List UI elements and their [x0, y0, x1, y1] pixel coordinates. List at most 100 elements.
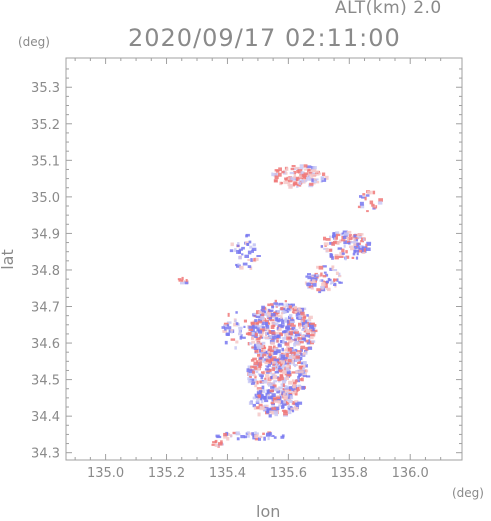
echo-cell [261, 346, 267, 350]
echo-cell [320, 176, 324, 181]
echo-cell [274, 351, 278, 355]
echo-cell [215, 434, 220, 438]
echo-cell [361, 196, 366, 199]
echo-cell [310, 277, 316, 282]
echo-cell [312, 169, 316, 172]
y-tick-label: 35.1 [31, 154, 60, 169]
echo-cell [266, 404, 269, 409]
echo-cell [340, 239, 346, 242]
echo-cell [280, 360, 286, 364]
echo-cell [256, 327, 260, 332]
echo-cell [234, 346, 237, 350]
echo-cell [272, 381, 276, 386]
echo-cell [267, 437, 270, 441]
echo-cell [248, 401, 253, 405]
echo-cell [262, 313, 268, 316]
echo-cell [307, 276, 312, 280]
echo-cell [294, 166, 300, 169]
echo-cell [288, 185, 293, 189]
echo-cell [310, 326, 315, 329]
echo-cell [251, 432, 255, 436]
echo-cell [298, 171, 303, 174]
echo-cell [272, 367, 276, 372]
echo-cell [292, 182, 295, 187]
echo-cell [271, 331, 276, 335]
echo-cell [214, 444, 218, 447]
echo-cell [262, 349, 266, 353]
echo-cell [263, 436, 266, 441]
echo-cell [372, 190, 376, 195]
echo-cell [284, 317, 288, 322]
echo-cell [378, 198, 383, 202]
echo-cell [261, 371, 265, 374]
echo-cell [323, 281, 328, 286]
echo-cell [297, 336, 301, 340]
echo-cell [274, 388, 279, 392]
echo-cell [290, 347, 294, 350]
echo-cell [323, 285, 328, 289]
echo-cell [296, 350, 302, 353]
echo-cell [337, 247, 343, 250]
echo-cell [353, 249, 357, 254]
echo-cell [365, 243, 368, 248]
echo-cell [344, 256, 347, 261]
echo-cell [284, 361, 289, 365]
echo-cell [279, 332, 283, 337]
echo-cell [336, 233, 341, 237]
echo-cell [294, 379, 298, 383]
echo-cell [271, 384, 277, 388]
echo-cell [377, 201, 383, 205]
echo-cell [316, 288, 322, 292]
echo-cell [291, 165, 296, 168]
echo-cell [275, 303, 280, 307]
echo-cell [333, 269, 338, 272]
echo-cell [286, 307, 291, 311]
echo-cell [320, 279, 324, 282]
echo-cell [301, 385, 306, 390]
echo-cell [345, 255, 350, 259]
echo-cell [312, 166, 317, 170]
echo-cell [359, 195, 363, 198]
echo-cell [306, 314, 309, 317]
echo-cell [272, 345, 276, 350]
echo-cell [262, 432, 265, 435]
echo-cell [276, 367, 279, 372]
echo-cell [259, 344, 264, 348]
echo-cell [258, 357, 263, 360]
echo-cell [307, 346, 313, 350]
echo-cell [270, 401, 275, 405]
echo-cell [305, 346, 309, 351]
echo-cell [303, 172, 309, 175]
echo-cell [289, 184, 293, 186]
echo-cell [335, 271, 339, 275]
echo-cell [235, 311, 238, 314]
y-tick-label: 35.3 [31, 81, 60, 96]
echo-cell [257, 394, 261, 398]
echo-cell [287, 410, 292, 415]
echo-cell [223, 432, 227, 437]
echo-cell [260, 399, 264, 404]
echo-cell [363, 248, 366, 252]
echo-cell [295, 388, 300, 391]
echo-cell [306, 176, 311, 181]
echo-cell [241, 253, 244, 256]
echo-cell [255, 406, 260, 410]
echo-cell [330, 280, 334, 285]
echo-cell [257, 318, 262, 322]
echo-cell [240, 435, 245, 439]
echo-cell [285, 376, 289, 380]
echo-cell [333, 278, 338, 281]
echo-cell [258, 353, 263, 356]
echo-cell [274, 299, 277, 303]
echo-cell [336, 278, 339, 282]
echo-cell [282, 331, 286, 334]
echo-cell [271, 393, 276, 397]
echo-cell [301, 176, 306, 180]
echo-cell [358, 233, 364, 236]
echo-cell [324, 244, 327, 247]
echo-cell [256, 387, 262, 390]
echo-cell [292, 379, 294, 382]
echo-cell [341, 248, 345, 253]
echo-cell [264, 368, 270, 371]
echo-cell [369, 200, 374, 205]
